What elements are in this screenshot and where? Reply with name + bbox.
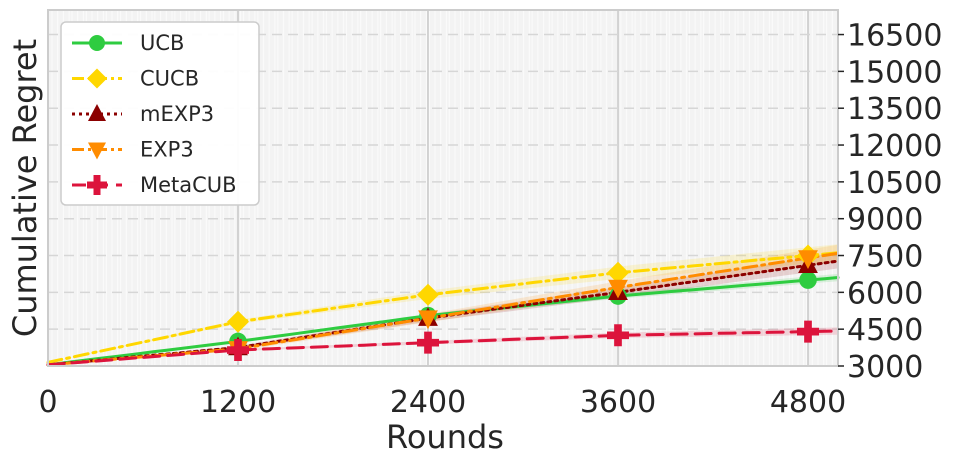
y-tick-label: 9000 xyxy=(847,203,923,238)
x-tick-label: 1200 xyxy=(200,385,276,420)
legend: UCB CUCB mEXP3 EXP3 MetaCUB xyxy=(60,21,260,206)
band-cucb xyxy=(48,244,838,363)
point-metacub xyxy=(797,320,819,343)
line-metacub xyxy=(46,329,840,367)
legend-label-cucb: CUCB xyxy=(140,67,199,91)
legend-label-exp3: EXP3 xyxy=(140,138,194,162)
line-ucb xyxy=(46,276,840,367)
y-tick-label: 15000 xyxy=(847,55,942,90)
y-tick-label: 7500 xyxy=(847,240,923,275)
legend-label-metacub: MetaCUB xyxy=(140,173,237,197)
x-tick-label: 2400 xyxy=(390,385,466,420)
legend-marker-metacub xyxy=(87,175,107,195)
legend-marker-exp3 xyxy=(88,142,106,160)
point-cucb xyxy=(417,283,439,306)
series-lines xyxy=(46,251,840,367)
series-markers xyxy=(227,244,819,362)
line-exp3 xyxy=(46,251,840,367)
x-axis-ticks: 0 1200 2400 3600 4800 xyxy=(38,385,846,420)
band-ucb xyxy=(48,273,838,365)
y-tick-label: 4500 xyxy=(847,313,923,348)
y-axis-label: Cumulative Regret xyxy=(6,39,44,337)
x-axis-label: Rounds xyxy=(386,418,504,456)
y-tick-label: 6000 xyxy=(847,276,923,311)
y-tick-label: 3000 xyxy=(847,350,923,385)
band-metacub xyxy=(48,327,838,365)
line-cucb xyxy=(46,251,840,364)
point-ucb xyxy=(799,271,817,289)
confidence-bands xyxy=(48,244,838,365)
plot-frame xyxy=(47,9,839,367)
legend-marker-ucb xyxy=(89,35,105,51)
y-axis-ticks: 3000450060007500900010500120001350015000… xyxy=(838,19,942,385)
point-cucb xyxy=(607,261,629,284)
point-metacub xyxy=(227,339,249,362)
x-tick-label: 3600 xyxy=(580,385,656,420)
legend-label-mexp3: mEXP3 xyxy=(140,102,214,126)
point-metacub xyxy=(417,331,439,354)
y-tick-label: 12000 xyxy=(847,129,942,164)
point-exp3 xyxy=(798,250,818,269)
y-tick-label: 10500 xyxy=(847,166,942,201)
legend-label-ucb: UCB xyxy=(140,31,184,55)
point-exp3 xyxy=(418,310,438,330)
legend-box xyxy=(60,21,260,206)
point-exp3 xyxy=(608,279,628,299)
y-tick-label: 13500 xyxy=(847,92,942,127)
x-tick-label: 0 xyxy=(38,385,57,420)
point-cucb xyxy=(227,310,249,333)
legend-marker-mexp3 xyxy=(88,104,106,121)
point-metacub xyxy=(607,324,629,347)
legend-marker-cucb xyxy=(87,68,107,89)
y-tick-label: 16500 xyxy=(847,19,942,54)
x-tick-label: 4800 xyxy=(770,385,846,420)
